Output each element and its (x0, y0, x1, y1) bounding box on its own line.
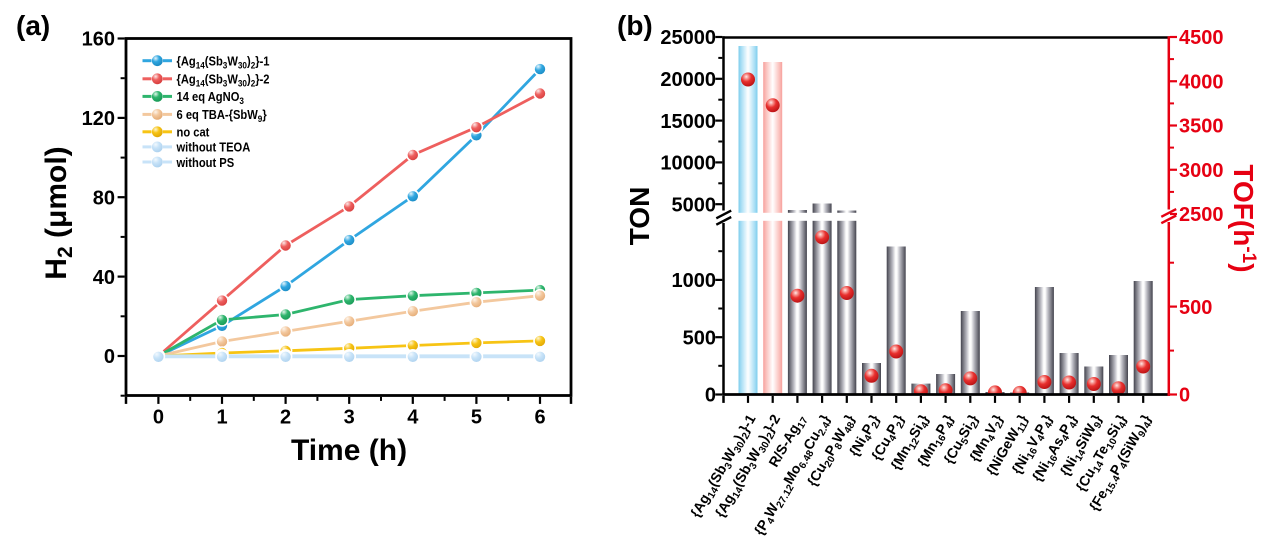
svg-text:no cat: no cat (177, 125, 210, 140)
svg-text:{Ag14(Sb3W30)2}-1: {Ag14(Sb3W30)2}-1 (177, 54, 270, 71)
svg-text:(a): (a) (16, 10, 50, 41)
svg-text:H2 (μmol): H2 (μmol) (40, 146, 77, 279)
svg-text:without TEOA: without TEOA (176, 140, 251, 155)
svg-text:3000: 3000 (1179, 160, 1224, 182)
svg-text:5000: 5000 (672, 194, 717, 216)
svg-text:4500: 4500 (1179, 27, 1224, 49)
svg-text:{Cu14Te10Si4}: {Cu14Te10Si4} (1072, 411, 1132, 495)
svg-text:1000: 1000 (672, 270, 717, 292)
svg-text:{Ag14(Sb3W30)2}-2: {Ag14(Sb3W30)2}-2 (177, 72, 270, 89)
svg-text:3500: 3500 (1179, 116, 1224, 138)
svg-text:0: 0 (153, 407, 164, 429)
svg-text:500: 500 (683, 327, 716, 349)
svg-text:0: 0 (104, 346, 115, 368)
svg-text:0: 0 (1179, 385, 1190, 407)
svg-text:120: 120 (82, 108, 115, 130)
svg-text:0: 0 (705, 385, 716, 407)
svg-text:4000: 4000 (1179, 72, 1224, 94)
svg-text:5: 5 (471, 407, 482, 429)
svg-text:6: 6 (534, 407, 545, 429)
svg-text:1: 1 (216, 407, 227, 429)
svg-text:25000: 25000 (660, 27, 716, 49)
svg-text:6 eq TBA-{SbW9}: 6 eq TBA-{SbW9} (177, 107, 267, 124)
svg-text:2: 2 (280, 407, 291, 429)
svg-text:10000: 10000 (660, 153, 716, 175)
svg-text:15000: 15000 (660, 111, 716, 133)
svg-text:40: 40 (93, 267, 115, 289)
svg-text:500: 500 (1179, 297, 1212, 319)
svg-text:Time (h): Time (h) (291, 434, 407, 467)
svg-text:TON: TON (624, 187, 655, 246)
svg-text:160: 160 (82, 29, 115, 51)
svg-text:2500: 2500 (1179, 204, 1224, 226)
svg-text:14 eq AgNO3: 14 eq AgNO3 (177, 89, 244, 106)
svg-text:(b): (b) (617, 10, 653, 41)
svg-text:80: 80 (93, 187, 115, 209)
svg-text:4: 4 (407, 407, 419, 429)
svg-text:20000: 20000 (660, 69, 716, 91)
svg-text:{Ni14SiW9}: {Ni14SiW9} (1057, 411, 1108, 480)
svg-text:without PS: without PS (176, 155, 235, 170)
svg-text:3: 3 (344, 407, 355, 429)
